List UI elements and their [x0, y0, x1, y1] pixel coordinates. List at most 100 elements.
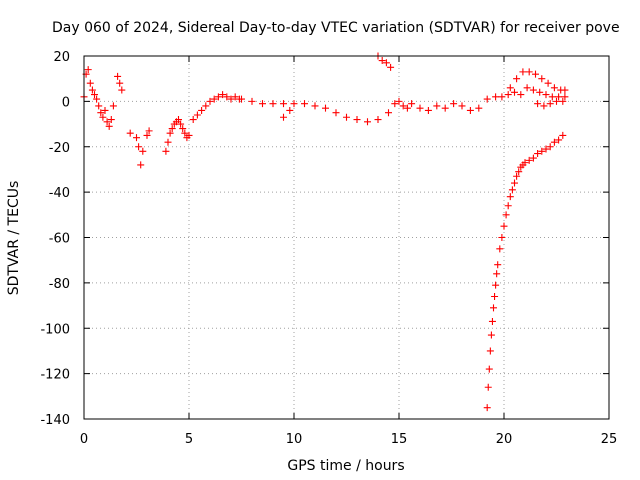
data-point-morning — [166, 129, 174, 137]
data-point-midday — [332, 109, 340, 117]
data-point-evening-drop — [502, 211, 510, 219]
data-point-morning — [198, 106, 206, 114]
data-point-evening-drop — [496, 245, 504, 253]
data-point-evening-upper — [561, 86, 569, 94]
data-point-morning — [223, 93, 231, 101]
data-point-afternoon — [433, 102, 441, 110]
data-point-early — [114, 72, 122, 80]
data-point-evening-upper — [542, 91, 550, 99]
data-point-evening-drop — [521, 159, 529, 167]
data-point-early — [135, 143, 143, 151]
data-point-early — [103, 118, 111, 126]
data-point-morning — [202, 102, 210, 110]
data-point-evening-drop — [483, 404, 491, 412]
data-point-evening-drop — [493, 270, 501, 278]
data-point-evening-upper — [548, 93, 556, 101]
y-tick-label: -40 — [49, 186, 70, 201]
data-point-evening-drop — [504, 202, 512, 210]
data-point-evening-drop — [487, 331, 495, 339]
data-point-evening-drop — [486, 347, 494, 355]
data-point-early — [86, 79, 94, 87]
data-point-afternoon — [408, 100, 416, 108]
data-point-evening-upper — [529, 86, 537, 94]
data-point-evening-upper — [519, 68, 527, 76]
data-point-morning — [206, 97, 214, 105]
data-point-afternoon — [441, 104, 449, 112]
data-point-afternoon — [424, 106, 432, 114]
data-point-early — [145, 127, 153, 135]
x-tick-label: 20 — [496, 432, 513, 447]
data-point-midday — [290, 100, 298, 108]
data-point-morning — [231, 93, 239, 101]
plot-frame — [83, 55, 610, 420]
data-point-early — [118, 86, 126, 94]
data-point-evening-drop — [488, 317, 496, 325]
data-point-evening-drop — [538, 147, 546, 155]
data-point-evening-drop — [550, 138, 558, 146]
data-point-midday — [387, 63, 395, 71]
data-point-evening-drop — [506, 193, 514, 201]
data-point-evening-upper — [536, 88, 544, 96]
data-point-midday — [374, 116, 382, 124]
y-tick-label: -100 — [40, 322, 70, 337]
data-point-evening-drop — [542, 145, 550, 153]
data-point-midday — [322, 104, 329, 112]
x-tick-label: 15 — [391, 432, 408, 447]
data-point-midday — [259, 100, 266, 108]
data-point-early — [95, 102, 103, 110]
data-point-midday — [353, 116, 361, 124]
data-point-evening-drop — [492, 281, 500, 289]
y-tick-label: -60 — [49, 232, 70, 247]
data-point-evening-drop — [494, 261, 502, 269]
data-point-evening-drop — [546, 143, 554, 151]
data-point-evening-drop — [515, 168, 523, 176]
data-point-early — [97, 109, 105, 117]
data-point-midday — [248, 97, 256, 105]
data-point-morning — [179, 125, 187, 133]
data-point-evening-upper — [534, 100, 542, 108]
data-point-early — [126, 129, 134, 137]
data-point-early — [116, 79, 124, 87]
y-tick-label: 0 — [62, 95, 70, 110]
data-point-evening-drop — [491, 292, 499, 300]
data-point-evening-upper — [550, 84, 558, 92]
data-point-evening-upper — [553, 97, 560, 105]
y-tick-label: -20 — [49, 141, 70, 156]
data-point-evening-drop — [513, 172, 521, 180]
data-point-early — [107, 116, 115, 124]
data-point-early — [109, 102, 117, 110]
data-point-afternoon — [416, 104, 424, 112]
data-point-evening-drop — [485, 365, 493, 373]
data-point-early — [133, 134, 140, 142]
data-point-evening-upper — [538, 75, 546, 83]
data-point-afternoon — [492, 93, 500, 101]
data-point-evening-upper — [561, 93, 569, 101]
data-point-evening-upper — [555, 93, 563, 101]
y-tick-label: -140 — [40, 413, 70, 428]
data-point-early — [101, 106, 109, 114]
data-point-evening-drop — [500, 222, 508, 230]
data-point-midday — [301, 100, 308, 108]
data-point-evening-drop — [559, 131, 567, 139]
chart-title: Day 060 of 2024, Sidereal Day-to-day VTE… — [52, 20, 620, 36]
x-tick-label: 10 — [286, 432, 303, 447]
y-tick-label: -80 — [49, 277, 70, 292]
data-point-afternoon — [498, 93, 506, 101]
data-point-midday — [311, 102, 319, 110]
x-tick-label: 5 — [185, 432, 193, 447]
data-point-morning — [219, 91, 227, 99]
x-tick-label: 25 — [601, 432, 618, 447]
data-point-afternoon — [483, 95, 491, 103]
data-point-early — [84, 66, 92, 74]
data-point-morning — [189, 116, 197, 124]
data-point-early — [137, 161, 145, 169]
data-point-evening-upper — [559, 97, 567, 105]
data-point-evening-drop — [508, 186, 516, 194]
data-point-midday — [286, 106, 294, 114]
y-tick-label: -120 — [40, 368, 70, 383]
data-point-evening-drop — [490, 304, 497, 312]
data-point-evening-upper — [523, 84, 531, 92]
data-point-morning — [227, 95, 235, 103]
data-point-evening-drop — [484, 383, 492, 391]
